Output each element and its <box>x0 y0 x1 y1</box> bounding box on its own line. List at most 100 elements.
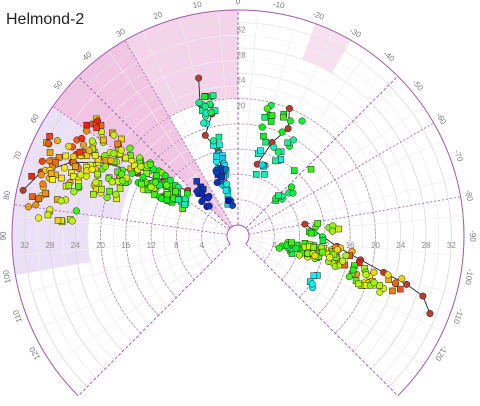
data-point-circle <box>60 164 69 172</box>
angle-tick-label: -20 <box>311 9 325 22</box>
data-point-circle <box>119 177 127 185</box>
angle-tick-label: 50 <box>52 78 65 91</box>
data-point-circle <box>333 246 341 254</box>
radial-tick-label: 24 <box>71 241 80 250</box>
angle-tick-label: 110 <box>11 308 24 324</box>
grid-spoke <box>244 50 368 228</box>
radial-tick-label: 28 <box>422 241 431 250</box>
data-point-circle <box>166 176 174 184</box>
data-point-square <box>222 186 230 194</box>
radial-tick-label: 16 <box>346 241 355 250</box>
data-point-circle <box>345 273 353 281</box>
data-point-square <box>262 138 270 146</box>
data-point-square <box>29 193 36 200</box>
data-point-square <box>90 191 97 198</box>
data-point-circle <box>289 136 297 144</box>
angle-tick-label: 90 <box>0 231 8 240</box>
data-point-square <box>55 154 63 161</box>
data-point-square <box>349 266 357 274</box>
trail-point <box>19 186 27 194</box>
radial-tick-label: 20 <box>237 102 246 111</box>
data-point-square <box>116 185 124 193</box>
data-point-circle <box>286 117 294 125</box>
data-point-square <box>47 170 55 177</box>
grid-spoke <box>238 10 259 226</box>
data-point-circle <box>53 137 61 145</box>
data-point-circle <box>77 171 85 179</box>
data-point-circle <box>70 188 78 196</box>
data-point-circle <box>93 117 102 125</box>
data-point-square <box>122 154 130 162</box>
data-point-square <box>268 112 276 119</box>
grid-circle <box>343 129 389 343</box>
angle-tick-label: -100 <box>463 268 475 286</box>
grid-spoke <box>19 238 228 295</box>
data-point-circle <box>213 168 221 177</box>
data-point-circle <box>39 180 47 188</box>
grid-circle <box>379 93 440 379</box>
radial-tick-label: 32 <box>20 241 29 250</box>
angle-tick-label: 20 <box>152 10 164 22</box>
data-point-square <box>164 191 172 198</box>
data-point-circle <box>137 163 145 171</box>
grid-spoke <box>247 140 443 232</box>
data-point-circle <box>24 203 33 211</box>
data-point-circle <box>101 162 109 170</box>
angle-tick-label: -50 <box>411 78 426 93</box>
data-point-circle <box>342 252 350 260</box>
radial-tick-label: 20 <box>96 241 105 250</box>
data-point-circle <box>258 123 266 131</box>
data-point-square <box>131 162 138 169</box>
grid-spoke <box>246 242 424 366</box>
angle-tick-label: -110 <box>451 307 465 325</box>
trail-point <box>301 220 309 228</box>
grid-circle <box>388 84 452 388</box>
trail-point <box>201 131 209 139</box>
data-point-circle <box>270 143 278 151</box>
data-point-square <box>335 225 342 233</box>
angle-tick-label: -30 <box>348 26 363 40</box>
data-point-circle <box>195 99 203 107</box>
data-point-square <box>218 173 226 181</box>
data-point-circle <box>201 102 209 111</box>
data-point-circle <box>223 180 231 188</box>
boundary-spoke <box>245 75 399 229</box>
data-point-square <box>396 285 404 293</box>
data-point-square <box>272 157 279 165</box>
data-point-square <box>310 243 317 251</box>
data-point-square <box>355 280 362 288</box>
data-point-square <box>114 140 121 148</box>
radial-tick-label: 28 <box>237 51 246 60</box>
grid-spoke <box>12 215 228 236</box>
data-point-circle <box>70 153 78 161</box>
data-point-circle <box>308 280 316 288</box>
data-point-circle <box>35 214 43 222</box>
angle-tick-label: -90 <box>468 230 477 242</box>
shaded-sector <box>125 10 238 117</box>
data-point-square <box>319 248 326 256</box>
data-point-circle <box>370 268 378 276</box>
grid-circle <box>308 165 338 307</box>
data-point-square <box>98 185 105 193</box>
grid-circle <box>361 111 414 361</box>
radial-tick-label: 12 <box>147 241 156 250</box>
data-point-circle <box>65 142 73 150</box>
data-point-circle <box>292 244 300 252</box>
data-point-circle <box>258 161 266 169</box>
guide-circle <box>100 98 376 334</box>
data-point-square <box>288 239 296 246</box>
dashed-spoke <box>248 196 461 235</box>
data-point-circle <box>103 194 111 202</box>
data-point-square <box>72 163 79 170</box>
shaded-sector <box>302 23 351 74</box>
data-point-square <box>42 189 49 197</box>
data-point-square <box>198 190 206 197</box>
grid-circle <box>352 120 402 352</box>
grid-circle <box>36 93 97 379</box>
grid-circle <box>113 60 363 113</box>
grid-spoke <box>247 240 443 332</box>
data-point-square <box>118 135 125 143</box>
data-point-circle <box>110 131 118 139</box>
data-point-square <box>49 176 56 183</box>
outer-arc <box>11 9 465 397</box>
